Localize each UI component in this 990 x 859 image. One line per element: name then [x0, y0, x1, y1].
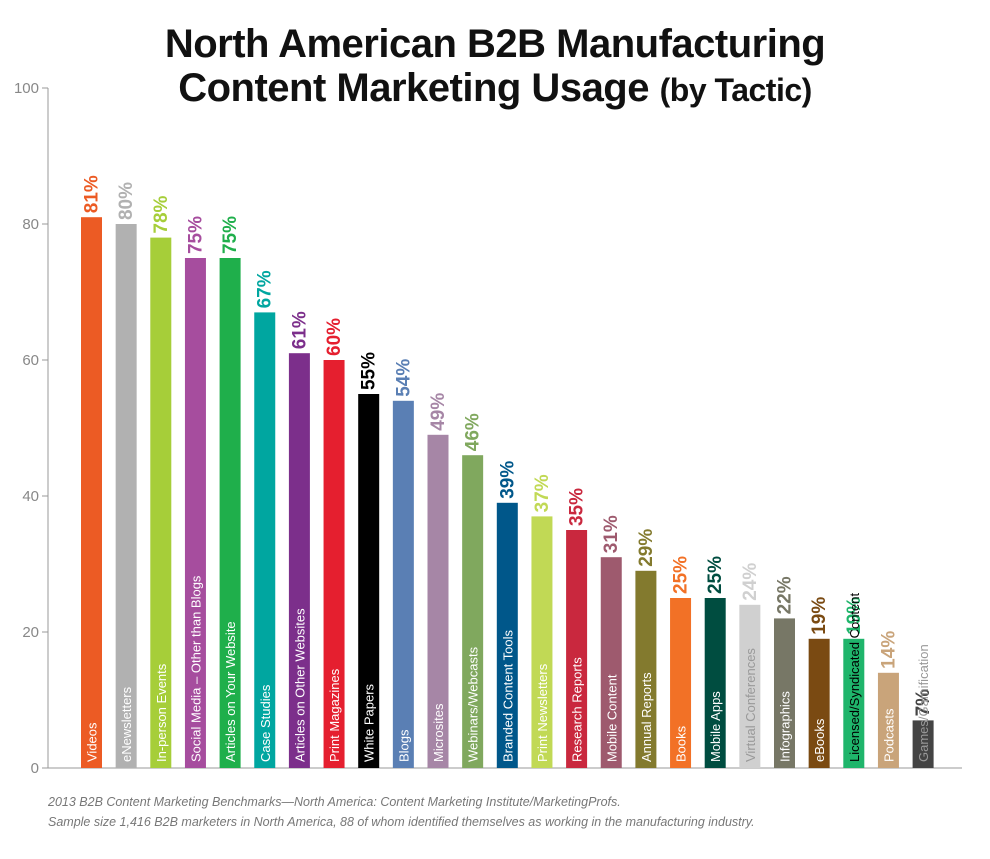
- category-label: Social Media – Other than Blogs: [188, 575, 203, 762]
- category-label: Research Reports: [570, 657, 585, 762]
- data-label: 46%: [463, 413, 484, 451]
- data-label: 25%: [705, 556, 726, 594]
- footnote-source: 2013 B2B Content Marketing Benchmarks—No…: [48, 795, 621, 809]
- data-label: 81%: [82, 175, 103, 213]
- plot-area: 0 20 40 60 80 100 81% 80% 78% 75% 75% 67% 61% 60% 55%…: [14, 80, 962, 777]
- category-label: Books: [674, 725, 689, 762]
- data-label: 37%: [532, 474, 553, 512]
- data-label: 22%: [775, 576, 796, 614]
- data-label: 75%: [185, 216, 206, 254]
- footnote-sample: Sample size 1,416 B2B marketers in North…: [48, 815, 755, 829]
- data-label: 61%: [289, 311, 310, 349]
- category-label: Infographics: [778, 691, 793, 762]
- chart-title-main: Content Marketing Usage: [178, 66, 649, 110]
- y-tick-label: 40: [22, 488, 39, 505]
- category-label: Podcasts: [881, 708, 896, 762]
- category-label: Microsites: [431, 703, 446, 762]
- bars: [81, 217, 934, 769]
- bar: [219, 258, 241, 768]
- bar: [670, 598, 692, 768]
- category-label: Branded Content Tools: [500, 629, 515, 762]
- data-label: 35%: [567, 488, 588, 526]
- bar: [600, 557, 622, 768]
- data-label: 14%: [878, 631, 899, 669]
- data-label: 31%: [601, 515, 622, 553]
- data-label: 24%: [740, 563, 761, 601]
- category-label: In-person Events: [154, 663, 169, 762]
- data-label: 7%: [913, 689, 934, 717]
- category-label: Games/Gamification: [916, 644, 931, 762]
- y-tick-label: 0: [31, 760, 39, 777]
- y-tick-label: 100: [14, 80, 39, 97]
- data-label: 19%: [809, 597, 830, 635]
- bar: [254, 312, 276, 768]
- bar: [808, 638, 830, 768]
- chart-title-line-2: Content Marketing Usage (by Tactic): [0, 66, 990, 111]
- bar: [635, 570, 657, 768]
- category-label: Articles on Your Website: [223, 621, 238, 762]
- bar: [358, 394, 380, 768]
- category-label: White Papers: [362, 683, 377, 762]
- category-label: Virtual Conferences: [743, 648, 758, 762]
- bar: [184, 258, 206, 768]
- category-label: Videos: [85, 722, 100, 762]
- category-label: Mobile Apps: [708, 691, 723, 762]
- chart-title-line-1: North American B2B Manufacturing: [164, 22, 826, 66]
- category-label: Articles on Other Websites: [292, 608, 307, 762]
- category-label: Licensed/Syndicated Content: [847, 592, 862, 762]
- value-labels: 81% 80% 78% 75% 75% 67% 61% 60% 55% 54% 49% 46% 39% 3…: [82, 175, 935, 716]
- bar: [392, 400, 414, 768]
- bar: [531, 516, 553, 768]
- bar: [462, 455, 484, 768]
- category-labels: Videos eNewsletters In-person Events Social…: [85, 575, 932, 762]
- category-label: eNewsletters: [119, 686, 134, 762]
- bar: [150, 237, 172, 769]
- bar: [427, 434, 449, 768]
- chart-title-suffix: (by Tactic): [659, 72, 813, 108]
- y-tick-label: 80: [22, 216, 39, 233]
- y-tick-label: 20: [22, 624, 39, 641]
- category-label: Print Magazines: [327, 668, 342, 762]
- bar: [496, 502, 518, 768]
- bar: [877, 672, 899, 768]
- data-label: 25%: [671, 556, 692, 594]
- data-label: 19%: [844, 597, 865, 635]
- data-label: 49%: [428, 393, 449, 431]
- category-label: Case Studies: [258, 684, 273, 762]
- y-tick-label: 60: [22, 352, 39, 369]
- bar: [739, 604, 761, 768]
- bar: [704, 598, 726, 768]
- data-label: 39%: [497, 461, 518, 499]
- bar: [912, 720, 934, 768]
- bar: [323, 360, 345, 768]
- data-label: 55%: [359, 352, 380, 390]
- category-label: Mobile Content: [604, 674, 619, 762]
- bar: [774, 618, 795, 768]
- data-label: 78%: [151, 195, 172, 233]
- data-label: 80%: [116, 182, 137, 220]
- data-label: 54%: [393, 359, 414, 397]
- data-label: 67%: [255, 270, 276, 308]
- bar: [843, 638, 865, 768]
- data-label: 60%: [324, 318, 345, 356]
- bar: [288, 353, 310, 768]
- category-label: Blogs: [396, 729, 411, 762]
- category-label: Webinars/Webcasts: [466, 646, 481, 762]
- bar: [566, 530, 588, 768]
- data-label: 29%: [636, 529, 657, 567]
- bar: [81, 217, 102, 768]
- category-label: Annual Reports: [639, 672, 654, 762]
- category-label: Print Newsletters: [535, 663, 550, 762]
- data-label: 75%: [220, 216, 241, 254]
- category-label: eBooks: [812, 718, 827, 762]
- bar: [115, 224, 137, 768]
